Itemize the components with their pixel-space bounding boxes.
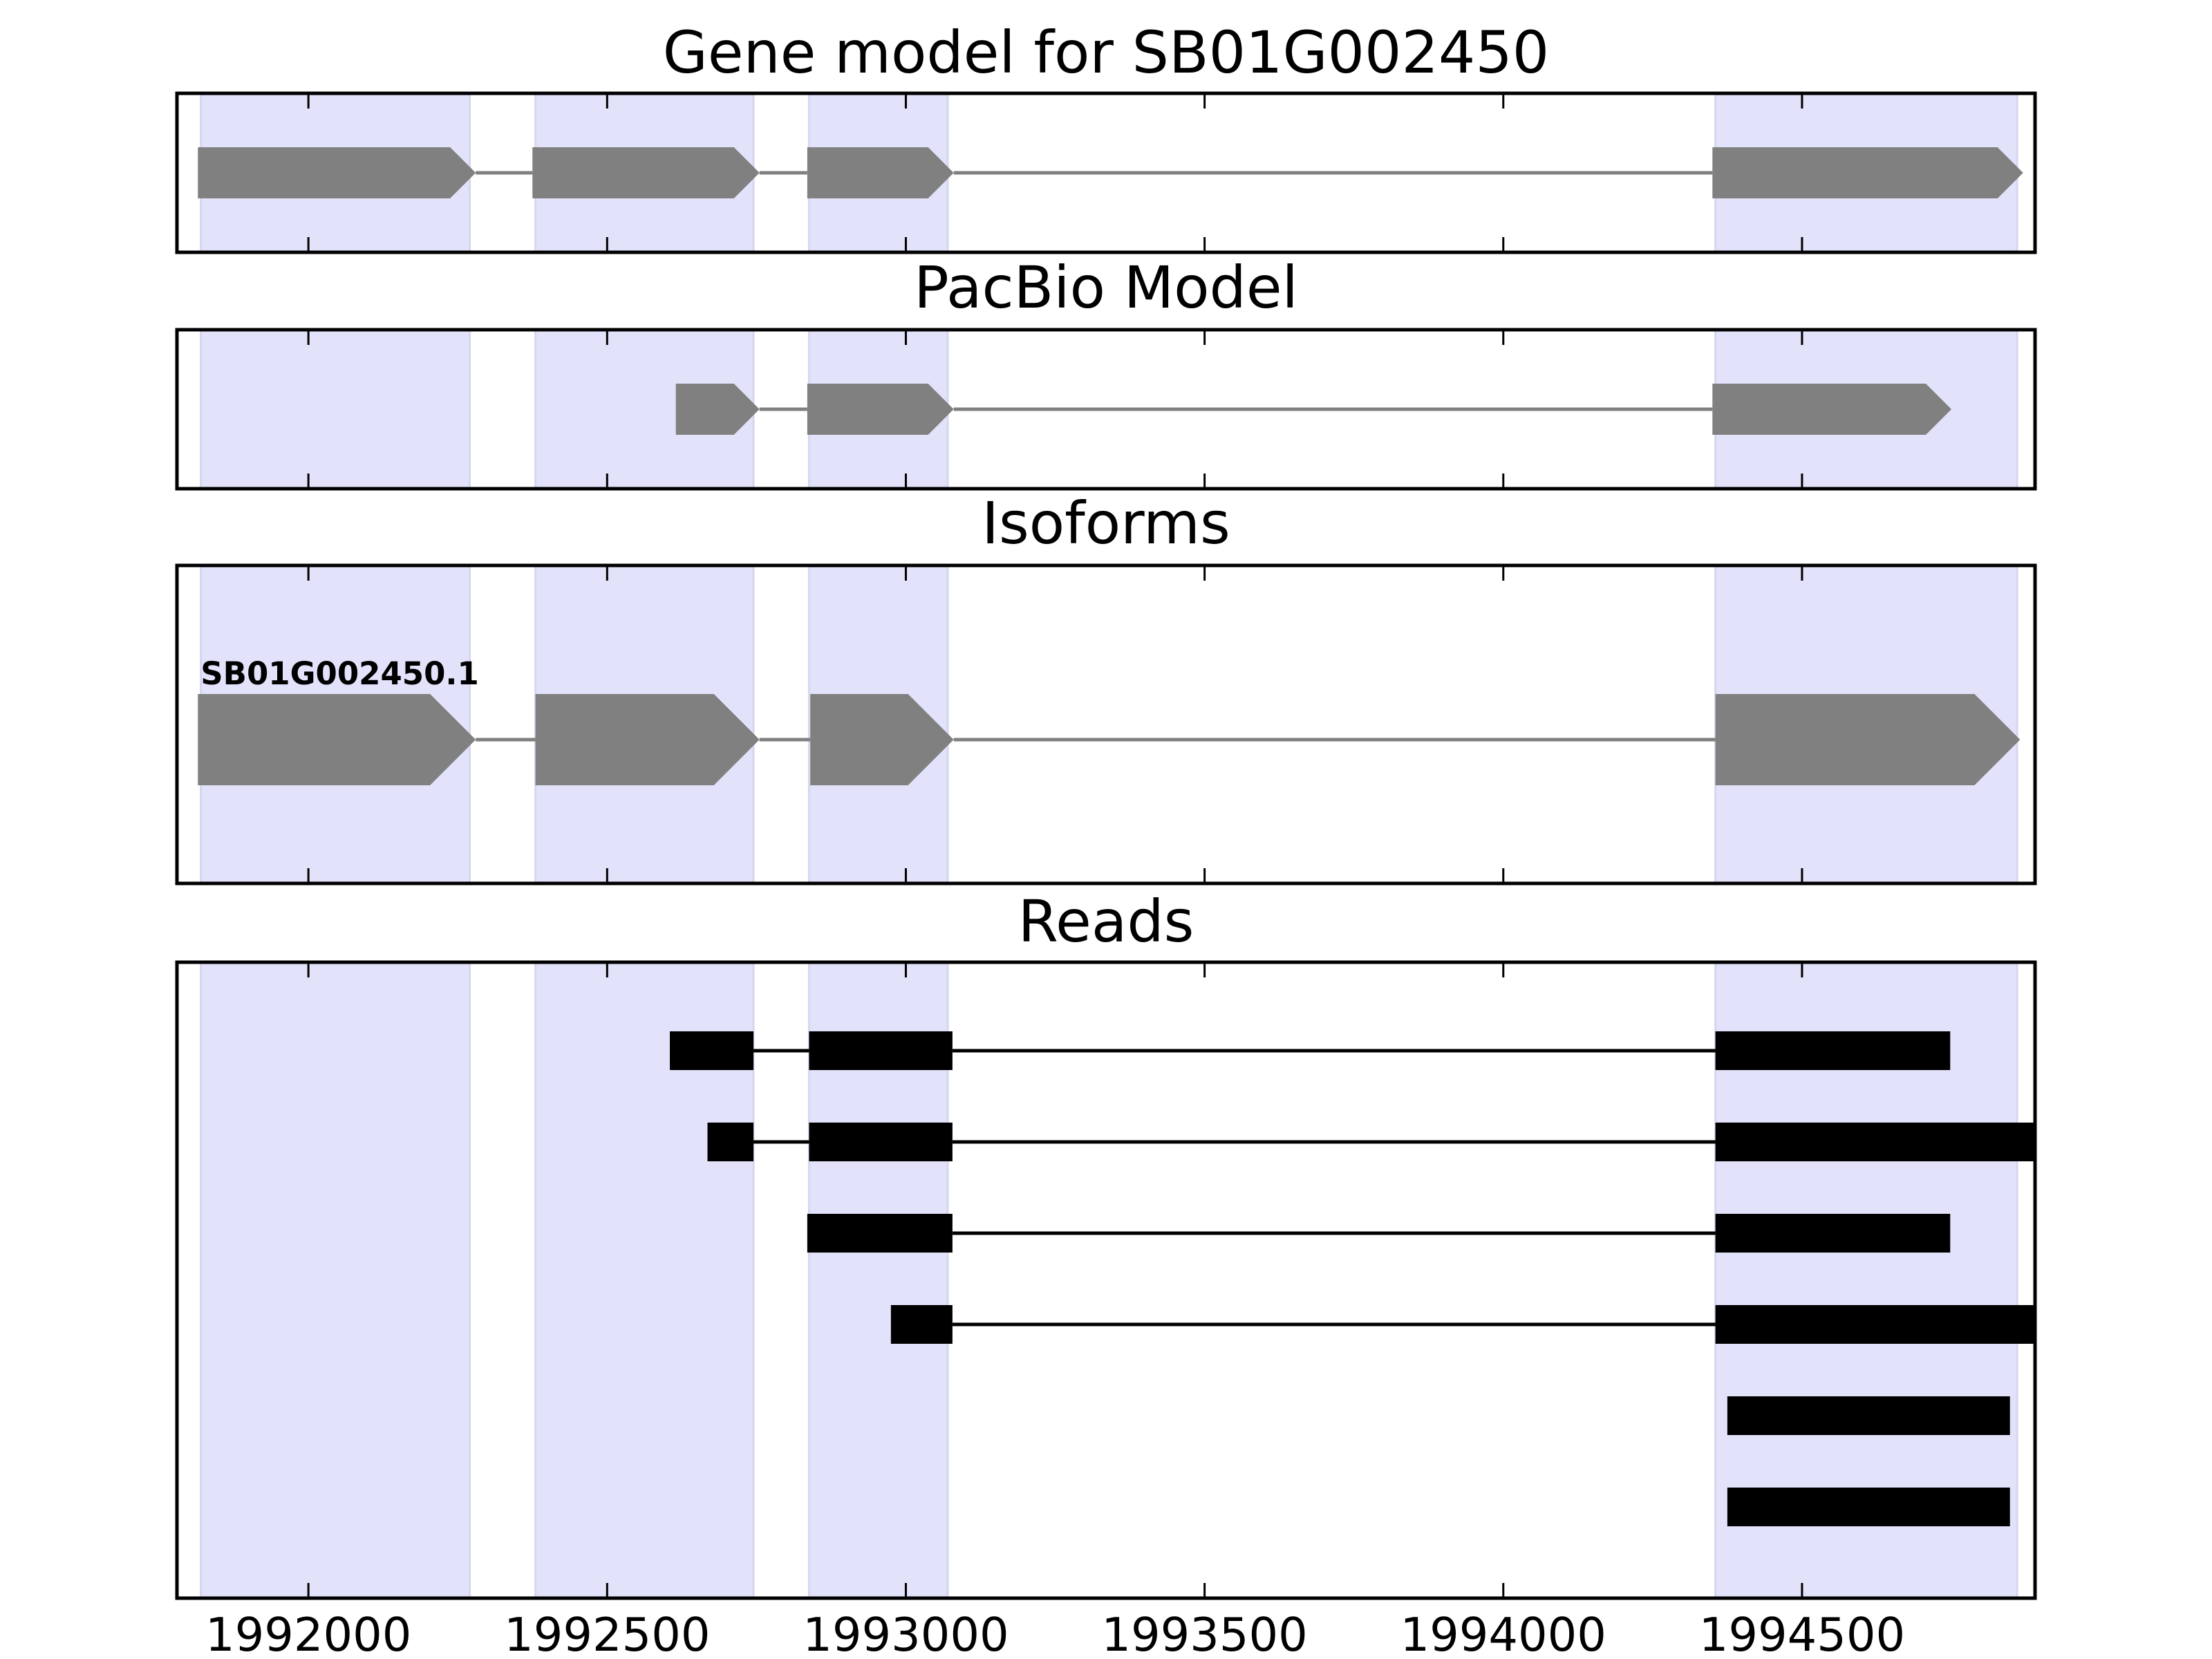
exon-arrow — [535, 694, 760, 785]
read-block — [1727, 1488, 2010, 1526]
pacbio-model-panel: PacBio Model — [175, 254, 2037, 491]
read-block — [1715, 1305, 2035, 1344]
axes-frame — [175, 91, 2037, 254]
reads-features — [670, 1031, 2035, 1526]
read-block — [1715, 1123, 2035, 1161]
isoforms-panel: Isoforms SB01G002450.1 — [175, 489, 2037, 885]
read-block — [1715, 1031, 1951, 1070]
highlight-region — [200, 328, 471, 490]
pacbio-model-axes — [175, 328, 2037, 491]
read-block — [1715, 1214, 1951, 1253]
exon-arrow — [198, 694, 476, 785]
exon-arrow — [1712, 384, 1951, 435]
reads-title: Reads — [1018, 888, 1194, 955]
read-block — [1727, 1396, 2010, 1435]
read-block — [890, 1305, 953, 1344]
x-tick-label: 1992500 — [504, 1608, 710, 1659]
reads-panel: Reads — [175, 888, 2037, 1600]
read-block — [809, 1031, 953, 1070]
exon-arrow — [1712, 147, 2023, 198]
pacbio-model-features — [675, 384, 1951, 435]
read-block — [707, 1123, 754, 1161]
read-block — [670, 1031, 754, 1070]
isoforms-axes — [175, 563, 2037, 885]
read-block — [809, 1123, 953, 1161]
exon-arrow — [807, 147, 954, 198]
exon-arrow — [198, 147, 476, 198]
pacbio-model-title: PacBio Model — [914, 254, 1298, 321]
axes-frame — [175, 328, 2037, 491]
exon-arrow — [675, 384, 760, 435]
exon-arrow — [532, 147, 760, 198]
reads-axes — [175, 960, 2037, 1600]
x-tick-label: 1993000 — [803, 1608, 1009, 1659]
gene-model-title: Gene model for SB01G002450 — [663, 19, 1549, 86]
axes-frame — [175, 563, 2037, 885]
exon-arrow — [1715, 694, 2021, 785]
x-axis-tick-labels: 1992000 1992500 1993000 1993500 1994000 19945… — [205, 1608, 1905, 1659]
x-tick-label: 1994000 — [1400, 1608, 1606, 1659]
axes-frame — [175, 960, 2037, 1600]
isoforms-title: Isoforms — [982, 489, 1230, 557]
gene-model-features — [198, 147, 2023, 198]
exon-arrow — [810, 694, 954, 785]
exon-arrow — [807, 384, 954, 435]
gene-model-panel: Gene model for SB01G002450 — [175, 19, 2037, 254]
isoform-label: SB01G002450.1 — [200, 655, 479, 692]
gene-model-axes — [175, 91, 2037, 254]
read-block — [807, 1214, 953, 1253]
x-tick-label: 1992000 — [205, 1608, 411, 1659]
isoforms-features: SB01G002450.1 — [198, 655, 2021, 785]
highlight-region — [200, 961, 471, 1600]
x-tick-label: 1994500 — [1699, 1608, 1905, 1659]
x-tick-label: 1993500 — [1101, 1608, 1307, 1659]
reads-highlights — [200, 961, 2018, 1600]
